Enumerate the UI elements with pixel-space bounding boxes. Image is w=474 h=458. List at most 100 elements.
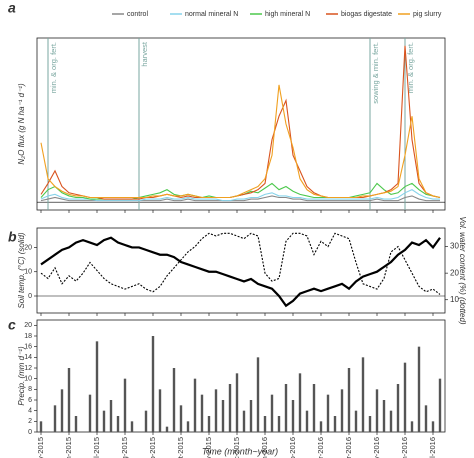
bar — [109, 400, 113, 432]
x-tick-label: Dec-2015 — [232, 437, 241, 458]
bar — [438, 378, 442, 432]
series-line — [40, 232, 441, 295]
series-line — [40, 84, 441, 199]
x-tick-label: May-2016 — [372, 437, 381, 458]
plot-frame — [36, 227, 446, 314]
bar — [158, 389, 162, 432]
series-line — [40, 45, 441, 200]
bar — [319, 421, 323, 432]
y-axis-title: N₂O flux (g N ha⁻¹ d⁻¹) — [17, 83, 26, 165]
bar — [60, 389, 64, 432]
bar — [256, 357, 260, 432]
x-tick-label: May-2015 — [36, 437, 45, 458]
plot-frame — [36, 319, 446, 433]
bar — [67, 368, 71, 432]
bar — [235, 373, 239, 432]
bar — [39, 421, 43, 432]
y-tick-label: 20 — [24, 244, 32, 251]
bar — [53, 405, 57, 432]
series-line — [40, 189, 440, 202]
bar — [417, 346, 421, 432]
y-tick-label: 10 — [24, 269, 32, 276]
event-label: min. & org. fert. — [49, 42, 58, 93]
y-tick-label: 0 — [28, 429, 32, 436]
bar — [291, 400, 295, 432]
x-tick-label: Apr-2016 — [344, 437, 353, 458]
bar — [207, 416, 211, 432]
x-tick-label: Aug-2015 — [120, 437, 129, 458]
bar — [403, 362, 407, 432]
bar — [186, 421, 190, 432]
y-tick-label: 6 — [28, 397, 32, 404]
bar — [116, 416, 120, 432]
y-tick-label: 10 — [24, 376, 32, 383]
x-tick-label: Mar-2016 — [316, 437, 325, 458]
bar — [333, 416, 337, 432]
bar — [144, 410, 148, 432]
y-tick-label: 4 — [28, 408, 32, 415]
panel-letter: c — [8, 317, 16, 333]
bar — [340, 389, 344, 432]
bar — [375, 389, 379, 432]
event-label: min. & org. fert. — [406, 42, 415, 93]
x-tick-label: Jul-2016 — [428, 437, 437, 458]
x-tick-label: Jul-2015 — [92, 437, 101, 458]
bar — [88, 394, 92, 432]
x-tick-label: Jan-2016 — [260, 437, 269, 458]
bar — [424, 405, 428, 432]
bar — [172, 368, 176, 432]
bar — [382, 400, 386, 432]
y-tick-label: 8 — [28, 386, 32, 393]
bar — [74, 416, 78, 432]
bar — [221, 400, 225, 432]
x-tick-label: Jun-2016 — [400, 437, 409, 458]
bar — [396, 384, 400, 432]
y-axis-title: Precip. (mm d⁻¹) — [17, 346, 26, 406]
y-tick-label: 16 — [24, 344, 32, 351]
bar — [368, 416, 372, 432]
bar — [228, 384, 232, 432]
bar — [200, 394, 204, 432]
event-label: harvest — [140, 41, 149, 67]
bar — [361, 357, 365, 432]
panel-letter: a — [8, 0, 16, 16]
x-tick-label: Oct-2015 — [176, 437, 185, 458]
bar — [179, 405, 183, 432]
bar — [312, 384, 316, 432]
legend-label: pig slurry — [413, 11, 442, 18]
bar — [326, 394, 330, 432]
y-tick-label: 20 — [24, 322, 32, 329]
y-tick-label: 0 — [28, 293, 32, 300]
bar — [277, 416, 281, 432]
bar — [151, 336, 155, 432]
y2-tick-label: 20 — [450, 268, 459, 277]
series-line — [40, 236, 441, 308]
bar — [431, 421, 435, 432]
bar — [389, 410, 393, 432]
bar — [95, 341, 99, 432]
bar — [270, 394, 274, 432]
bar — [130, 421, 134, 432]
bar — [193, 378, 197, 432]
legend-label: biogas digestate — [341, 11, 392, 18]
bar — [284, 384, 288, 432]
event-label: sowing & min. fert. — [371, 42, 380, 104]
bar — [305, 410, 309, 432]
y-tick-label: 12 — [24, 365, 32, 372]
y2-axis-title: Vol. water content (%) (dotted) — [458, 216, 467, 325]
x-tick-label: Nov-2015 — [204, 437, 213, 458]
bar — [263, 416, 267, 432]
x-axis-title: Time (month~year) — [202, 446, 278, 456]
y2-tick-label: 30 — [450, 242, 459, 251]
x-tick-label: Sep-2015 — [148, 437, 157, 458]
legend-label: normal mineral N — [185, 11, 238, 18]
bar — [347, 368, 351, 432]
bar — [410, 421, 414, 432]
bar — [242, 410, 246, 432]
bar — [298, 373, 302, 432]
bar — [354, 410, 358, 432]
panel-letter: b — [8, 229, 17, 245]
legend-label: high mineral N — [265, 11, 310, 18]
bar — [214, 389, 218, 432]
